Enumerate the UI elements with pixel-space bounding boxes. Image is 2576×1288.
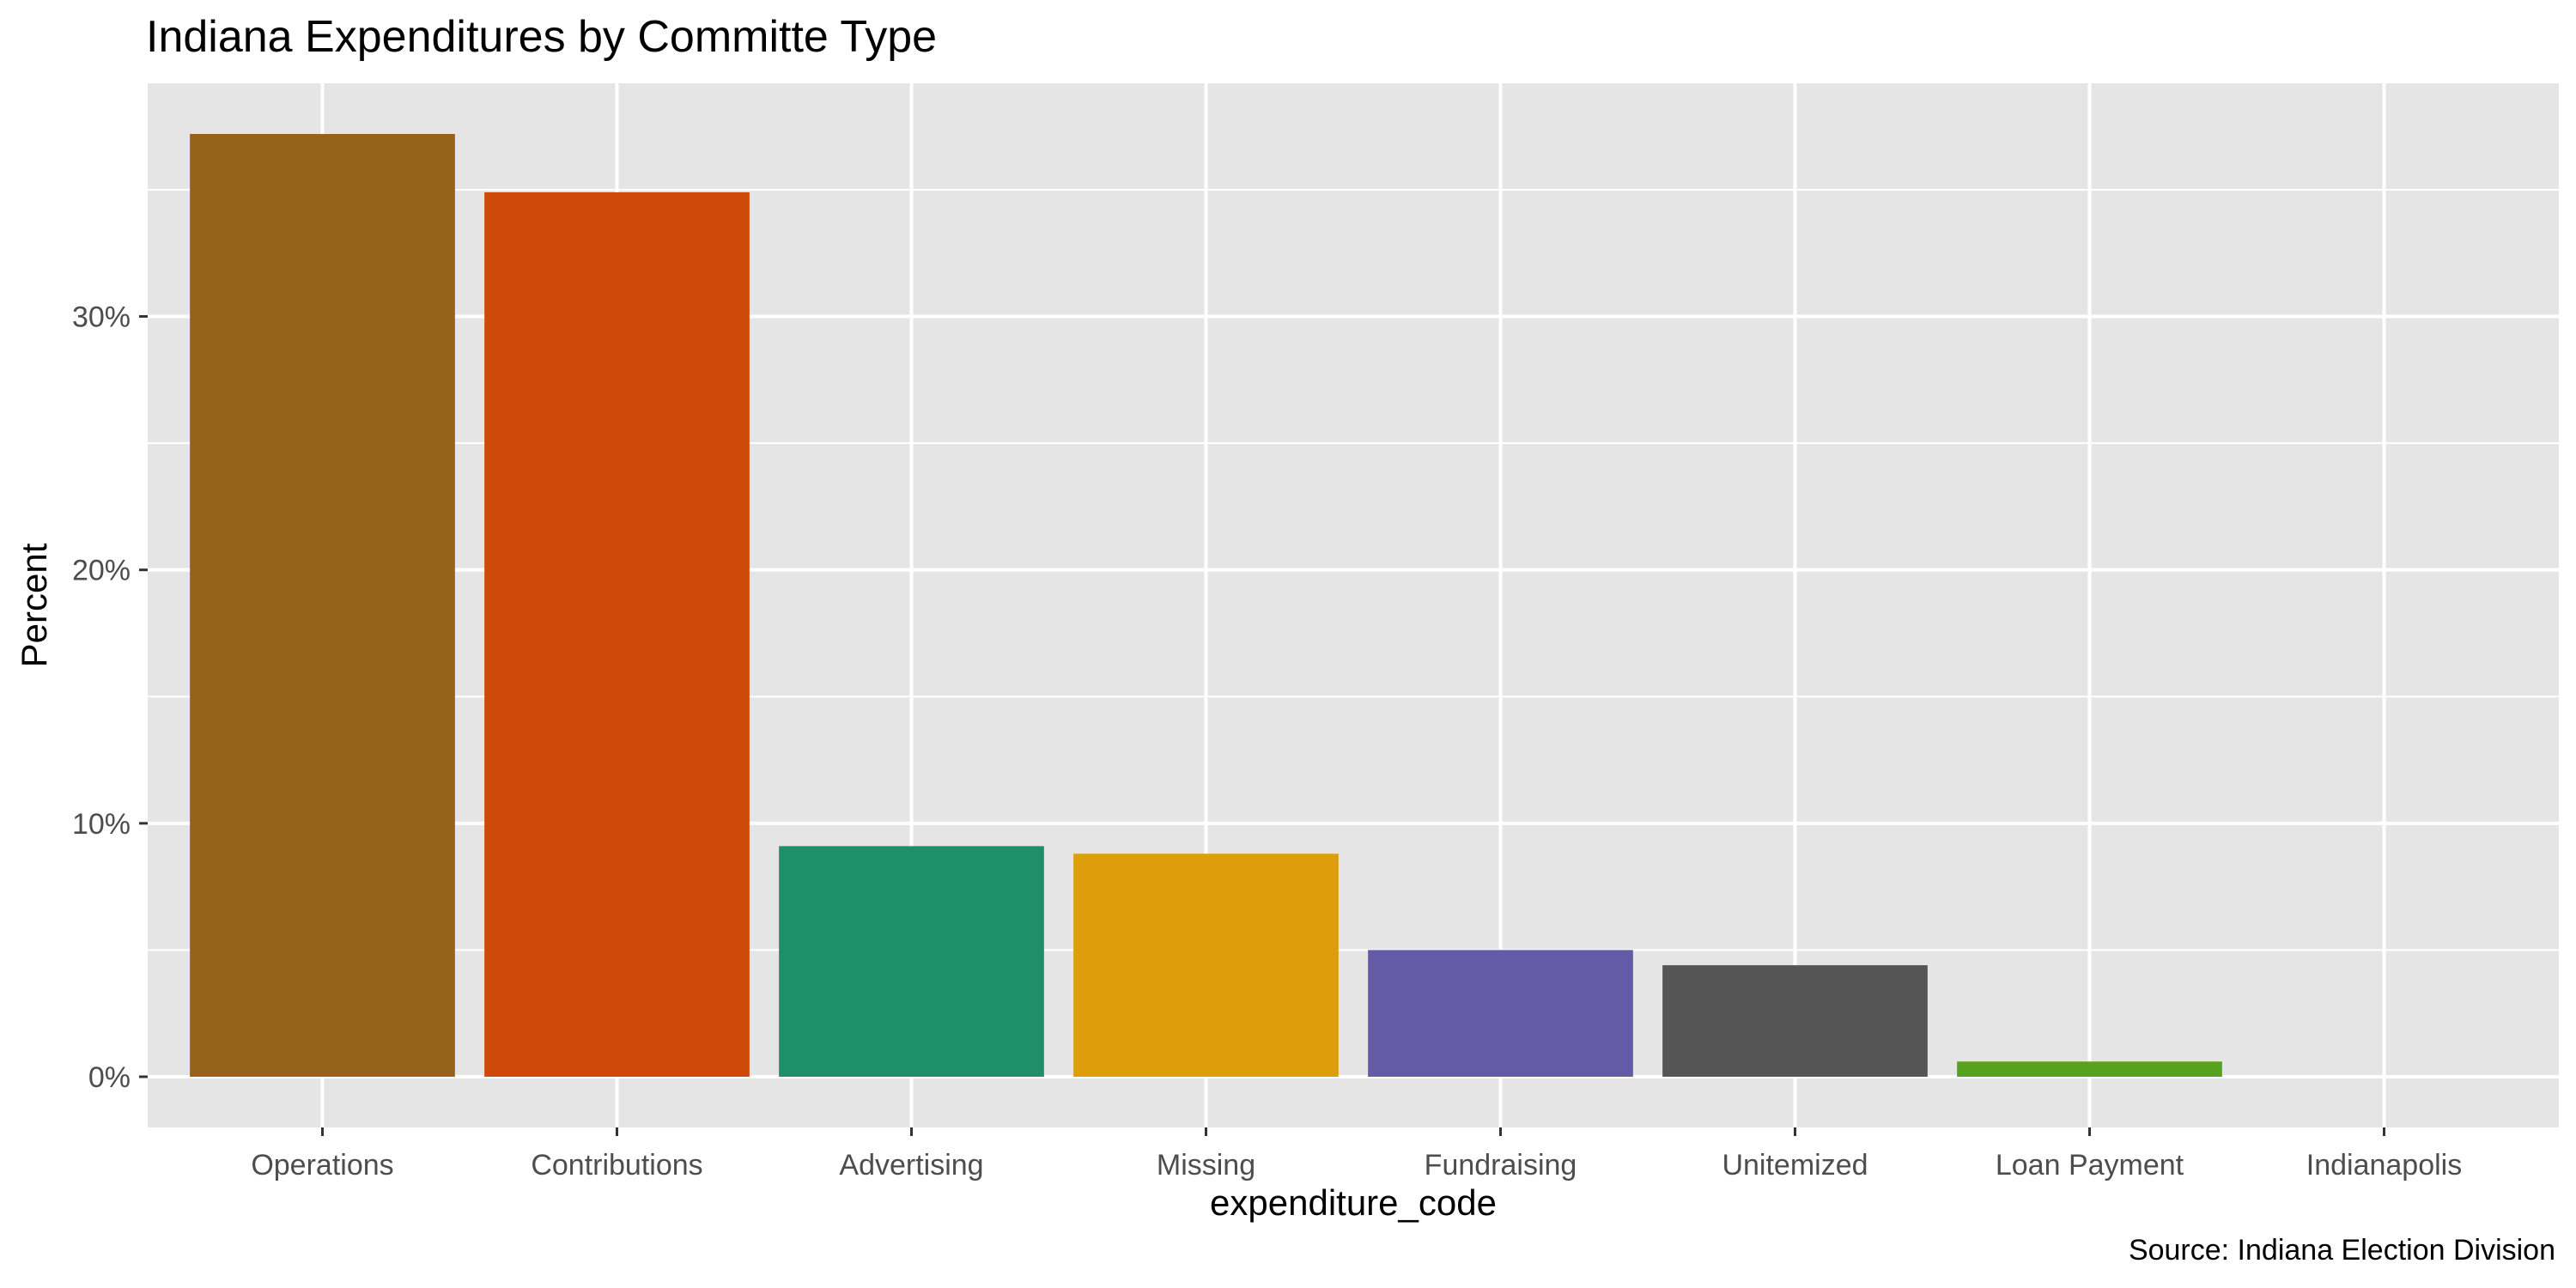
bar-missing [1073, 854, 1339, 1077]
x-tick-label: Loan Payment [1996, 1149, 2184, 1182]
source-caption: Source: Indiana Election Division [2129, 1234, 2555, 1267]
chart-title: Indiana Expenditures by Committe Type [146, 12, 937, 62]
x-tick-label: Operations [251, 1149, 393, 1182]
bars [190, 134, 2222, 1077]
x-tick-label: Contributions [531, 1149, 702, 1182]
y-tick-label: 10% [72, 808, 131, 841]
x-axis-title: expenditure_code [1210, 1182, 1497, 1223]
x-tick-label: Fundraising [1425, 1149, 1577, 1182]
bar-fundraising [1368, 950, 1633, 1077]
y-tick-label: 30% [72, 301, 131, 334]
x-tick-label: Advertising [839, 1149, 983, 1182]
x-tick-label: Missing [1157, 1149, 1255, 1182]
bar-loan-payment [1957, 1061, 2222, 1077]
x-axis: Operations Contributions Advertising Missin… [251, 1127, 2462, 1182]
bar-unitemized [1662, 965, 1928, 1077]
y-tick-label: 20% [72, 555, 131, 587]
x-tick-label: Indianapolis [2306, 1149, 2462, 1182]
bar-contributions [484, 191, 750, 1077]
bar-operations [190, 134, 455, 1077]
bar-advertising [779, 846, 1044, 1077]
x-tick-label: Unitemized [1722, 1149, 1868, 1182]
y-axis: 0% 10% 20% 30% [72, 301, 148, 1094]
y-axis-title: Percent [14, 543, 54, 667]
y-tick-label: 0% [88, 1061, 131, 1094]
